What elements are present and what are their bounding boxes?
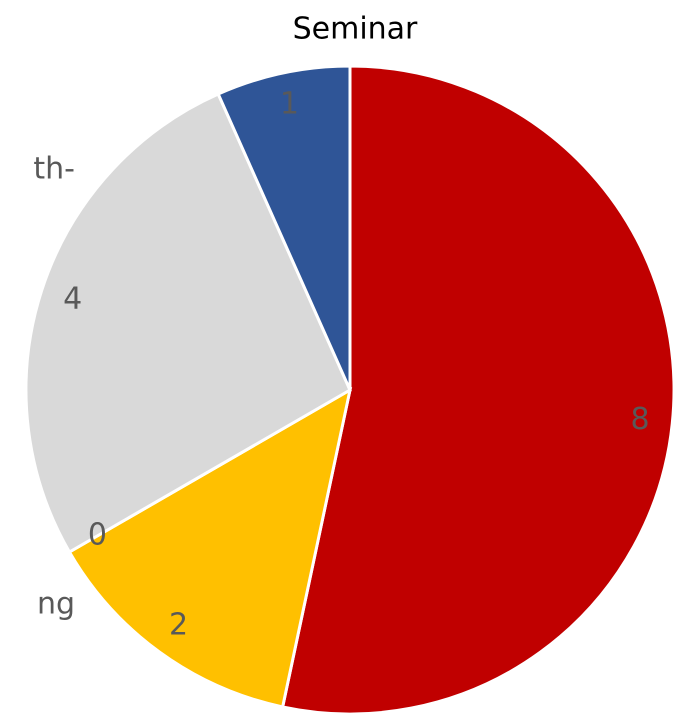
annotation: ng [37,587,75,622]
chart-title: Seminar [293,12,418,47]
data-label: 0 [88,517,107,552]
data-label: 4 [63,281,82,316]
data-label: 1 [280,86,299,121]
pie-slice [67,387,353,709]
pie-slice [216,64,352,391]
pie-slice [280,64,676,716]
data-label: 2 [169,607,188,642]
annotation: th- [33,152,75,187]
data-label: 8 [630,402,649,437]
